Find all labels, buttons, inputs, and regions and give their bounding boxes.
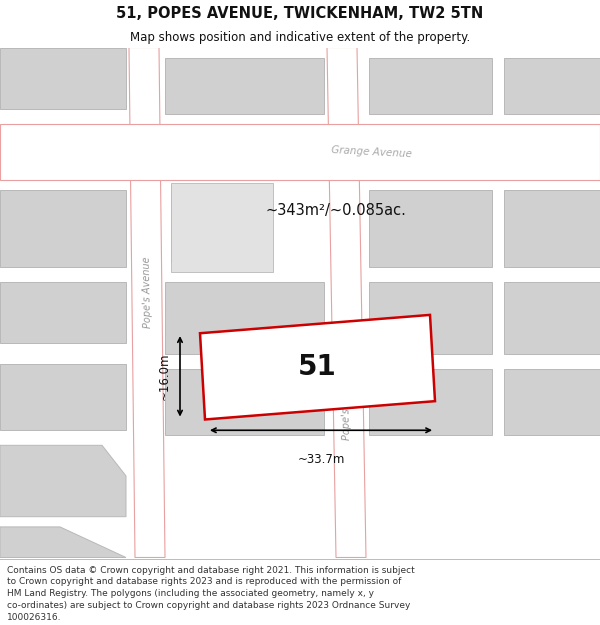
Text: Pope's Avenue: Pope's Avenue [341,369,352,441]
Text: ~16.0m: ~16.0m [158,352,171,400]
Polygon shape [165,282,324,354]
Text: Pope's Avenue: Pope's Avenue [142,256,152,328]
Text: Map shows position and indicative extent of the property.: Map shows position and indicative extent… [130,31,470,44]
Polygon shape [0,445,126,517]
Polygon shape [369,58,492,114]
Polygon shape [171,185,264,262]
Polygon shape [504,369,600,435]
Polygon shape [0,527,126,558]
Polygon shape [0,190,126,267]
Text: 51, POPES AVENUE, TWICKENHAM, TW2 5TN: 51, POPES AVENUE, TWICKENHAM, TW2 5TN [116,6,484,21]
Text: 100026316.: 100026316. [7,613,62,622]
Text: co-ordinates) are subject to Crown copyright and database rights 2023 Ordnance S: co-ordinates) are subject to Crown copyr… [7,601,410,610]
Polygon shape [327,48,366,558]
Polygon shape [369,124,492,180]
Text: Grange Avenue: Grange Avenue [331,145,413,159]
Polygon shape [0,364,126,430]
Polygon shape [0,48,126,109]
Polygon shape [200,315,435,419]
Polygon shape [504,282,600,354]
Polygon shape [369,190,492,267]
Polygon shape [129,48,165,558]
Text: to Crown copyright and database rights 2023 and is reproduced with the permissio: to Crown copyright and database rights 2… [7,578,401,586]
Polygon shape [0,124,600,180]
Polygon shape [0,282,126,343]
Polygon shape [165,58,324,114]
Text: HM Land Registry. The polygons (including the associated geometry, namely x, y: HM Land Registry. The polygons (includin… [7,589,374,598]
Polygon shape [165,369,324,435]
Text: ~33.7m: ~33.7m [298,453,344,466]
Text: Contains OS data © Crown copyright and database right 2021. This information is : Contains OS data © Crown copyright and d… [7,566,415,574]
Polygon shape [504,58,600,114]
Polygon shape [369,282,492,354]
Polygon shape [171,182,273,272]
Polygon shape [369,369,492,435]
Polygon shape [504,190,600,267]
Text: 51: 51 [298,353,337,381]
Text: ~343m²/~0.085ac.: ~343m²/~0.085ac. [266,203,406,218]
